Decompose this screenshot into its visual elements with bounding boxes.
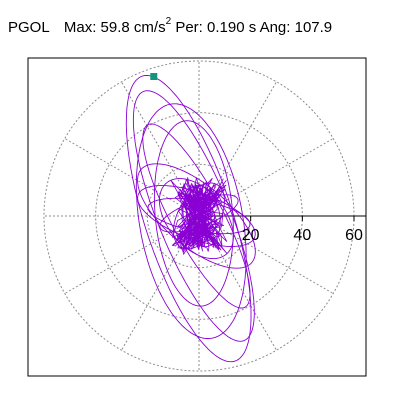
grid-spoke-60 [198, 81, 277, 217]
ang-value: 107.9 [294, 19, 333, 36]
radial-tick-labels: 20 40 60 [242, 216, 363, 244]
peak-marker [150, 73, 158, 80]
particle-orbit [125, 74, 256, 363]
orbit-core [170, 177, 228, 256]
orbit-loop-4 [142, 123, 251, 309]
per-value: 0.190 s [207, 19, 257, 36]
per-label: Per: [175, 19, 203, 36]
grid-spoke-150 [64, 138, 200, 217]
grid-spoke-210 [64, 215, 200, 294]
max-unit-exponent: 2 [165, 16, 172, 27]
orbit-loop-10 [137, 163, 256, 269]
header: PGOL Max: 59.8 cm/s2 Per: 0.190 s Ang: 1… [8, 16, 333, 36]
ang-label: Ang: [259, 19, 291, 36]
orbit-loop-1 [125, 74, 252, 363]
plot-frame [27, 57, 367, 377]
tick-label-60: 60 [345, 227, 363, 244]
grid-spoke-330 [198, 215, 334, 294]
orbit-loop-3 [135, 103, 247, 339]
max-label: Max: [63, 19, 97, 36]
orbit-loop-2 [132, 90, 255, 342]
station-code: PGOL [8, 19, 50, 36]
tick-label-40: 40 [293, 227, 311, 244]
max-value: 59.8 [100, 19, 130, 36]
orbit-loop-5 [153, 120, 234, 307]
max-unit: cm/s [133, 19, 166, 36]
tick-label-20: 20 [242, 227, 260, 244]
